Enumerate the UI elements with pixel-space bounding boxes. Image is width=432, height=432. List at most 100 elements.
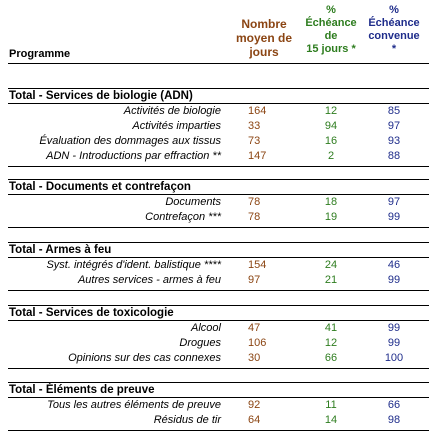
row-label: Activités imparties bbox=[132, 120, 221, 132]
table-row: Tous les autres éléments de preuve 92 11 66 bbox=[0, 398, 432, 413]
row-label: Tous les autres éléments de preuve bbox=[47, 399, 221, 411]
agreed-pct-value: 85 bbox=[387, 105, 401, 117]
row-label: Syst. intégrés d'ident. balistique **** bbox=[46, 259, 221, 271]
section-title-rule bbox=[8, 194, 429, 195]
average-days-value: 92 bbox=[248, 399, 261, 411]
average-days-value: 164 bbox=[248, 105, 267, 117]
section-title-rule bbox=[8, 397, 429, 398]
average-days-value: 73 bbox=[248, 135, 261, 147]
agreed-pct-value: 93 bbox=[387, 135, 401, 147]
section-top-rule bbox=[8, 179, 429, 180]
header-agreed-line: * bbox=[391, 43, 397, 55]
row-label: ADN - Introductions par effraction ** bbox=[46, 150, 221, 162]
agreed-pct-value: 97 bbox=[387, 196, 401, 208]
section-bottom-rule bbox=[8, 430, 429, 431]
agreed-pct-value: 99 bbox=[387, 211, 401, 223]
fifteen-day-pct-value: 24 bbox=[324, 259, 338, 271]
average-days-value: 64 bbox=[248, 414, 261, 426]
fifteen-day-pct-value: 66 bbox=[324, 352, 338, 364]
agreed-pct-value: 88 bbox=[387, 150, 401, 162]
table-row: Opinions sur des cas connexes 30 66 100 bbox=[0, 351, 432, 366]
average-days-value: 106 bbox=[248, 337, 267, 349]
header-agreed-line: convenue bbox=[368, 30, 420, 42]
section-bottom-rule bbox=[8, 368, 429, 369]
fifteen-day-pct-value: 16 bbox=[324, 135, 338, 147]
table-row: Évaluation des dommages aux tissus 73 16 93 bbox=[0, 134, 432, 149]
header-rule bbox=[8, 63, 429, 64]
section-title: Total - Documents et contrefaçon bbox=[9, 181, 191, 193]
section-top-rule bbox=[8, 242, 429, 243]
average-days-value: 33 bbox=[248, 120, 261, 132]
agreed-pct-value: 99 bbox=[387, 274, 401, 286]
average-days-value: 78 bbox=[248, 211, 261, 223]
header-fifteen-line: 15 jours * bbox=[306, 43, 356, 55]
fifteen-day-pct-value: 12 bbox=[324, 337, 338, 349]
header-agreed-line: Échéance bbox=[368, 17, 420, 29]
header-fifteen-line: % bbox=[326, 4, 336, 16]
section-title-rule bbox=[8, 257, 429, 258]
section-title: Total - Éléments de preuve bbox=[9, 384, 155, 396]
average-days-value: 47 bbox=[248, 322, 261, 334]
row-label: Opinions sur des cas connexes bbox=[68, 352, 221, 364]
agreed-pct-value: 98 bbox=[387, 414, 401, 426]
section-bottom-rule bbox=[8, 166, 429, 167]
average-days-value: 97 bbox=[248, 274, 261, 286]
header-fifteen-day-target: % Échéance de 15 jours * bbox=[298, 4, 364, 56]
table-row: Activités de biologie 164 12 85 bbox=[0, 104, 432, 119]
section-bottom-rule bbox=[8, 227, 429, 228]
header-days-line: moyen de bbox=[235, 31, 292, 45]
row-label: Évaluation des dommages aux tissus bbox=[39, 135, 221, 147]
agreed-pct-value: 100 bbox=[384, 352, 404, 364]
header-days-line: Nombre bbox=[241, 17, 287, 31]
table-row: Résidus de tir 64 14 98 bbox=[0, 413, 432, 428]
header-programme: Programme bbox=[9, 48, 70, 61]
header-days-line: jours bbox=[249, 45, 279, 59]
fifteen-day-pct-value: 14 bbox=[324, 414, 338, 426]
section-title-rule bbox=[8, 320, 429, 321]
section-title: Total - Armes à feu bbox=[9, 244, 112, 256]
average-days-value: 147 bbox=[248, 150, 267, 162]
average-days-value: 154 bbox=[248, 259, 267, 271]
header-agreed-line: % bbox=[389, 4, 399, 16]
header-fifteen-line: Échéance bbox=[305, 17, 357, 29]
fifteen-day-pct-value: 21 bbox=[324, 274, 338, 286]
row-label: Contrefaçon *** bbox=[145, 211, 221, 223]
agreed-pct-value: 97 bbox=[387, 120, 401, 132]
section-bottom-rule bbox=[8, 290, 429, 291]
table-row: Activités imparties 33 94 97 bbox=[0, 119, 432, 134]
header-agreed-target: % Échéance convenue * bbox=[362, 4, 426, 56]
row-label: Activités de biologie bbox=[123, 105, 221, 117]
row-label: Alcool bbox=[191, 322, 221, 334]
agreed-pct-value: 46 bbox=[387, 259, 401, 271]
table-row: Contrefaçon *** 78 19 99 bbox=[0, 210, 432, 225]
table-row: ADN - Introductions par effraction ** 147… bbox=[0, 149, 432, 164]
section-top-rule bbox=[8, 382, 429, 383]
fifteen-day-pct-value: 11 bbox=[325, 399, 337, 411]
section-title: Total - Services de toxicologie bbox=[9, 307, 174, 319]
section-top-rule bbox=[8, 305, 429, 306]
section-top-rule bbox=[8, 88, 429, 89]
table-row: Drogues 106 12 99 bbox=[0, 336, 432, 351]
header-fifteen-line: de bbox=[324, 30, 338, 42]
fifteen-day-pct-value: 41 bbox=[324, 322, 338, 334]
fifteen-day-pct-value: 2 bbox=[327, 150, 335, 162]
fifteen-day-pct-value: 19 bbox=[324, 211, 338, 223]
table-row: Alcool 47 41 99 bbox=[0, 321, 432, 336]
row-label: Autres services - armes à feu bbox=[77, 274, 221, 286]
section-title-rule bbox=[8, 103, 429, 104]
header-programme-label: Programme bbox=[9, 48, 71, 60]
agreed-pct-value: 99 bbox=[387, 322, 401, 334]
section-title: Total - Services de biologie (ADN) bbox=[9, 90, 193, 102]
average-days-value: 30 bbox=[248, 352, 261, 364]
row-label: Résidus de tir bbox=[153, 414, 221, 426]
row-label: Drogues bbox=[179, 337, 221, 349]
header-average-days: Nombre moyen de jours bbox=[229, 17, 299, 59]
table-row: Autres services - armes à feu 97 21 99 bbox=[0, 273, 432, 288]
average-days-value: 78 bbox=[248, 196, 261, 208]
agreed-pct-value: 66 bbox=[387, 399, 401, 411]
table-row: Documents 78 18 97 bbox=[0, 195, 432, 210]
fifteen-day-pct-value: 94 bbox=[324, 120, 338, 132]
agreed-pct-value: 99 bbox=[387, 337, 401, 349]
table-row: Syst. intégrés d'ident. balistique **** 1… bbox=[0, 258, 432, 273]
